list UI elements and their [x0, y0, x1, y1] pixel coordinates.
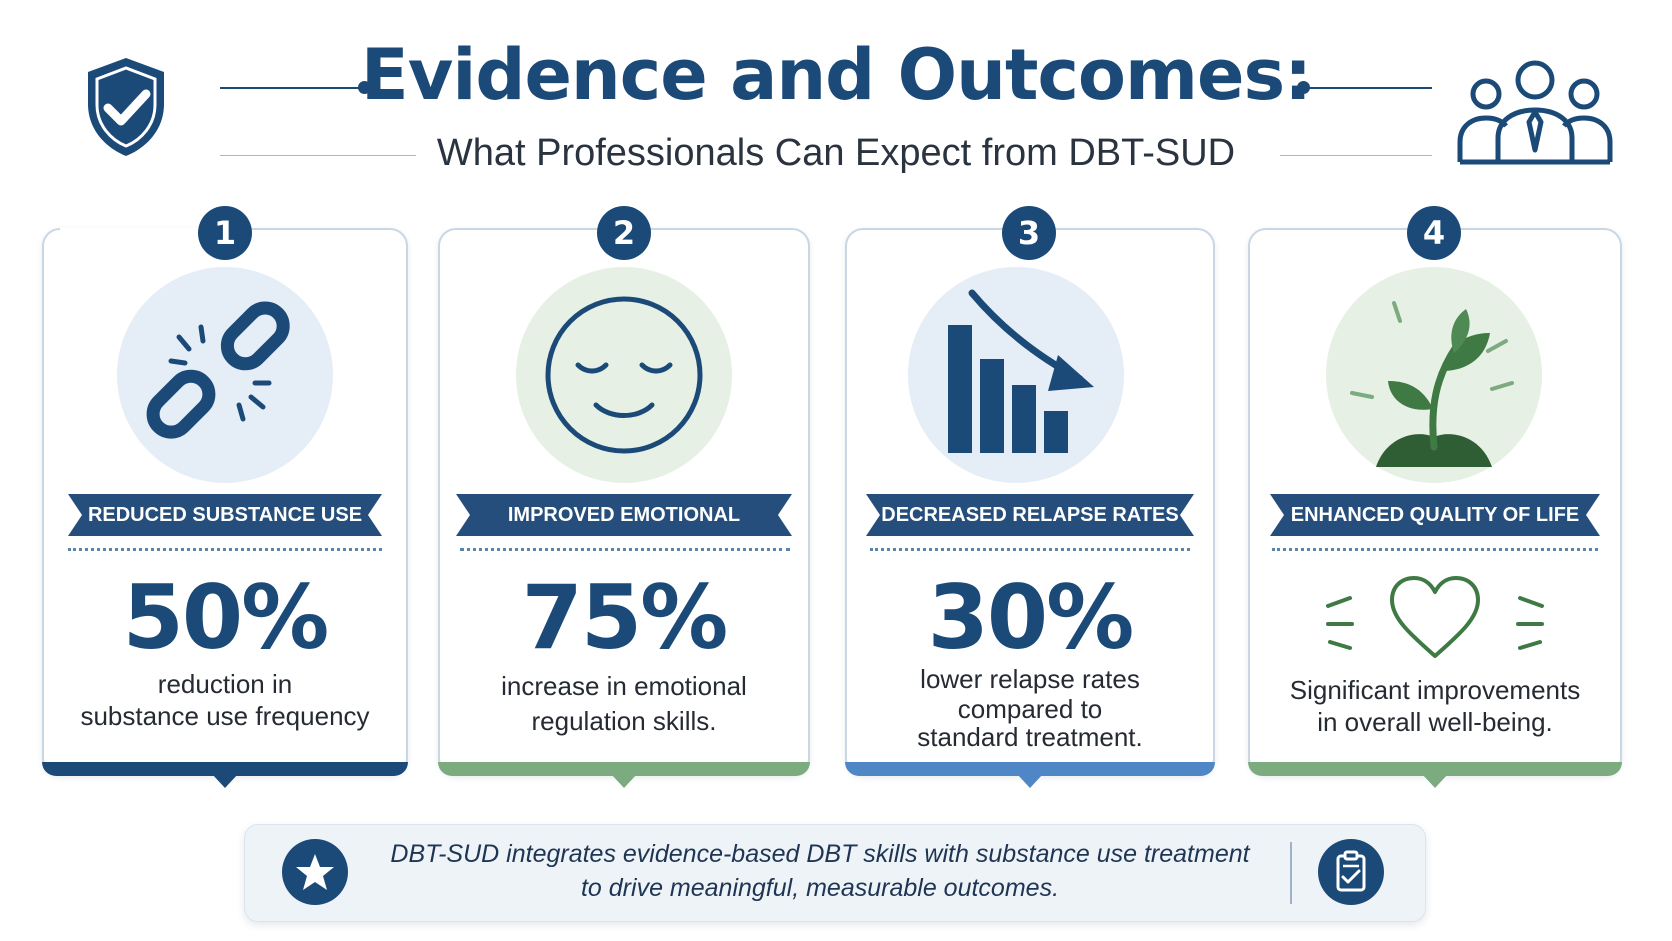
summary-text-line1: DBT-SUD integrates evidence-based DBT sk… [390, 840, 1250, 868]
outcome-stat-1: 50% [122, 566, 330, 669]
outcome-desc-2-line1: increase in emotional [501, 671, 747, 701]
professionals-group-icon [1456, 58, 1614, 166]
page-title: Evidence and Outcomes: [360, 34, 1312, 116]
outcome-desc-2-line2: regulation skills. [531, 706, 717, 736]
card-2-accent [438, 762, 810, 776]
title-rule-left-dot [358, 81, 371, 94]
outcome-number-2: 2 [597, 206, 651, 260]
card-1-notch [212, 774, 238, 788]
outcome-desc-1-line2: substance use frequency [80, 701, 370, 731]
card-3-divider [870, 548, 1190, 551]
outcome-number-1: 1 [198, 206, 252, 260]
title-rule-right-dot [1297, 81, 1310, 94]
outcome-label-2: IMPROVED EMOTIONAL REGULATION [456, 494, 792, 568]
outcome-number-4: 4 [1407, 206, 1461, 260]
card-3-notch [1017, 774, 1043, 788]
outcome-stat-3: 30% [927, 566, 1135, 669]
card-1-top-line-left [60, 228, 200, 230]
card-2-notch [611, 774, 637, 788]
clipboard-check-icon [1318, 839, 1384, 905]
card-1-accent [42, 762, 408, 776]
banner-divider [1290, 842, 1292, 904]
summary-banner [244, 824, 1426, 922]
subtitle-rule-right [1280, 155, 1432, 156]
decreasing-bar-chart-icon [908, 267, 1124, 483]
summary-text-line2: to drive meaningful, measurable outcomes… [580, 874, 1060, 902]
card-1-divider [68, 548, 382, 551]
calm-face-icon [516, 267, 732, 483]
title-rule-right [1308, 87, 1432, 89]
outcome-desc-4-line1: Significant improvements [1289, 675, 1581, 705]
card-4-divider [1272, 548, 1598, 551]
outcome-label-4: ENHANCED QUALITY OF LIFE [1270, 494, 1600, 536]
outcome-desc-4-line2: in overall well-being. [1317, 707, 1553, 737]
outcome-label-1: REDUCED SUBSTANCE USE [68, 494, 382, 536]
outcome-number-3: 3 [1002, 206, 1056, 260]
outcome-desc-3-line3: standard treatment. [917, 722, 1143, 752]
card-4-accent [1248, 762, 1622, 776]
card-3-accent [845, 762, 1215, 776]
outcome-desc-3-line2: compared to [957, 694, 1103, 724]
page-subtitle: What Professionals Can Expect from DBT-S… [436, 132, 1236, 174]
card-2-divider [460, 548, 790, 551]
growing-plant-icon [1326, 267, 1542, 483]
outcome-label-3: DECREASED RELAPSE RATES [866, 494, 1194, 536]
title-rule-left [220, 87, 362, 89]
heart-icon [1320, 572, 1550, 664]
outcome-stat-2: 75% [521, 566, 729, 669]
outcome-desc-1-line1: reduction in [157, 669, 293, 699]
star-icon [282, 839, 348, 905]
card-2-icon-circle [516, 267, 732, 483]
card-1-icon-circle [117, 267, 333, 483]
card-4-notch [1422, 774, 1448, 788]
subtitle-rule-left [220, 155, 416, 156]
broken-chain-icon [117, 267, 333, 483]
outcome-desc-3-line1: lower relapse rates [920, 664, 1140, 694]
shield-check-icon [80, 54, 172, 160]
